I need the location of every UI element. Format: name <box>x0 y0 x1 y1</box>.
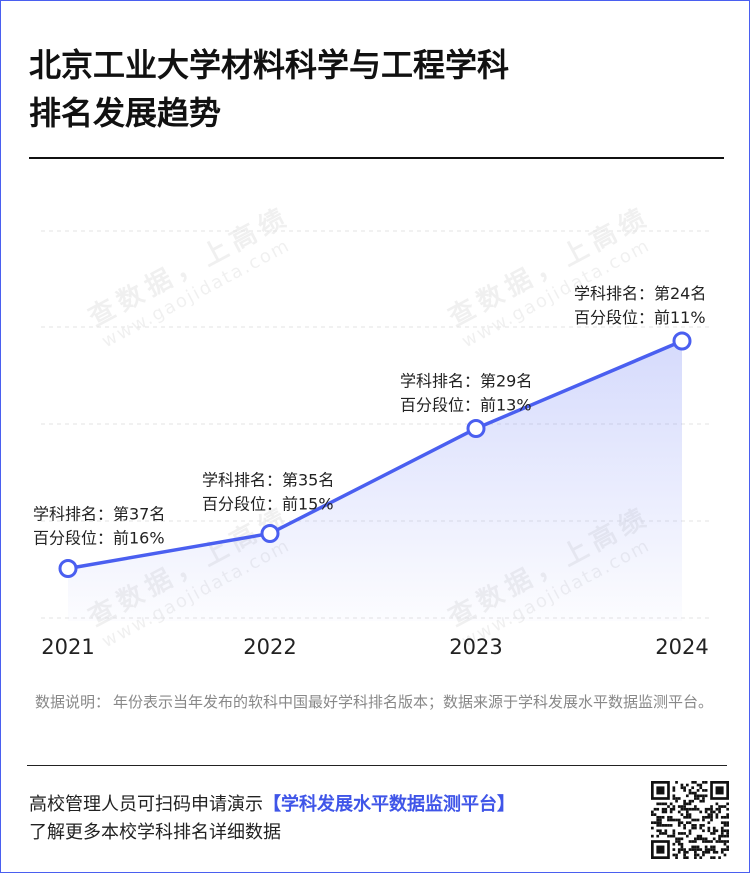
data-label-2021-2: 百分段位：前16% <box>33 529 165 548</box>
footer-cta: 高校管理人员可扫码申请演示【学科发展水平数据监测平台】 了解更多本校学科排名详细… <box>29 791 629 847</box>
data-label-2024-1: 学科排名：第24名 <box>574 284 706 303</box>
footer-divider <box>27 765 727 766</box>
footer-prefix: 高校管理人员可扫码申请演示 <box>29 794 263 815</box>
x-tick-label: 2024 <box>655 635 708 659</box>
footer-line-2: 了解更多本校学科排名详细数据 <box>29 822 281 843</box>
note-text: 年份表示当年发布的软科中国最好学科排名版本；数据来源于学科发展水平数据监测平台。 <box>113 693 714 711</box>
data-point-2021 <box>58 559 78 578</box>
data-label-2024-2: 百分段位：前11% <box>574 308 706 327</box>
title-divider <box>29 157 724 159</box>
data-point-2022 <box>260 524 280 543</box>
data-point-2024 <box>672 331 692 351</box>
title-line-1: 北京工业大学材料科学与工程学科 <box>29 46 510 84</box>
series-line <box>67 339 683 571</box>
data-point-2023 <box>466 419 486 438</box>
data-note: 数据说明： 年份表示当年发布的软科中国最好学科排名版本；数据来源于学科发展水平数… <box>35 689 725 715</box>
x-tick-label: 2022 <box>243 635 296 659</box>
platform-link[interactable]: 【学科发展水平数据监测平台】 <box>263 794 515 815</box>
data-label-2023-1: 学科排名：第29名 <box>400 372 532 391</box>
x-tick-label: 2023 <box>449 635 502 659</box>
qr-code-icon[interactable] <box>651 781 729 859</box>
data-label-2023-2: 百分段位：前13% <box>400 396 532 415</box>
data-label-2022-1: 学科排名：第35名 <box>202 471 334 490</box>
data-label-2021-1: 学科排名：第37名 <box>33 505 165 524</box>
note-label: 数据说明： <box>35 693 111 711</box>
data-label-2022-2: 百分段位：前15% <box>202 495 334 514</box>
page-title: 北京工业大学材料科学与工程学科 排名发展趋势 <box>29 41 729 137</box>
x-tick-label: 2021 <box>41 635 94 659</box>
title-line-2: 排名发展趋势 <box>29 94 222 132</box>
